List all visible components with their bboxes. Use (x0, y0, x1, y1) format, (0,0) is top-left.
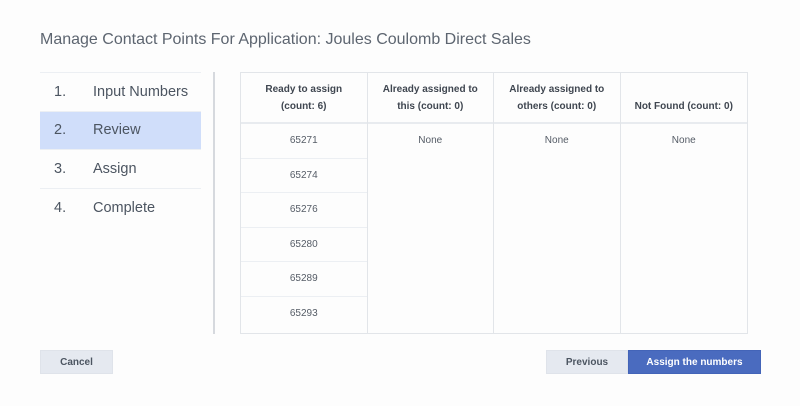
cancel-button[interactable]: Cancel (40, 350, 113, 374)
assign-numbers-button[interactable]: Assign the numbers (628, 350, 761, 374)
vertical-divider (213, 72, 215, 334)
column-assigned-to-this: Already assigned to this (count: 0) None (367, 73, 494, 333)
step-label: Input Numbers (93, 83, 189, 100)
step-number: 1. (54, 83, 67, 100)
table-cell: None (544, 135, 569, 146)
review-table: Ready to assign (count: 6) 65271 65274 6… (240, 72, 748, 334)
dialog-title: Manage Contact Points For Application: J… (40, 31, 531, 48)
column-header: Ready to assign (count: 6) (241, 73, 367, 124)
step-assign[interactable]: 3. Assign (40, 150, 201, 189)
step-review[interactable]: 2. Review (40, 111, 201, 150)
table-cell: None (418, 135, 443, 146)
column-not-found: Not Found (count: 0) None (620, 73, 747, 333)
table-cell: 65274 (241, 159, 367, 193)
step-number: 4. (54, 199, 67, 216)
previous-button[interactable]: Previous (546, 350, 628, 374)
wizard-steps: 1. Input Numbers 2. Review 3. Assign 4. Comp… (40, 72, 201, 227)
step-input-numbers[interactable]: 1. Input Numbers (40, 73, 201, 112)
step-complete[interactable]: 4. Complete (40, 189, 201, 228)
step-label: Complete (93, 199, 156, 216)
table-cell: 65280 (241, 228, 367, 262)
column-header: Not Found (count: 0) (620, 73, 747, 124)
table-cell: 65289 (241, 262, 367, 297)
column-ready-to-assign: Ready to assign (count: 6) 65271 65274 6… (241, 73, 368, 333)
column-header: Already assigned to this (count: 0) (367, 73, 493, 124)
table-cell: 65276 (241, 193, 367, 228)
table-cell: 65293 (289, 308, 318, 320)
step-number: 2. (54, 122, 67, 139)
step-label: Review (93, 122, 141, 139)
column-assigned-to-others: Already assigned to others (count: 0) No… (494, 73, 621, 333)
step-number: 3. (54, 160, 67, 177)
step-label: Assign (93, 160, 137, 177)
table-cell: None (671, 135, 696, 146)
table-cell: 65271 (241, 124, 367, 159)
column-header: Already assigned to others (count: 0) (494, 73, 620, 124)
